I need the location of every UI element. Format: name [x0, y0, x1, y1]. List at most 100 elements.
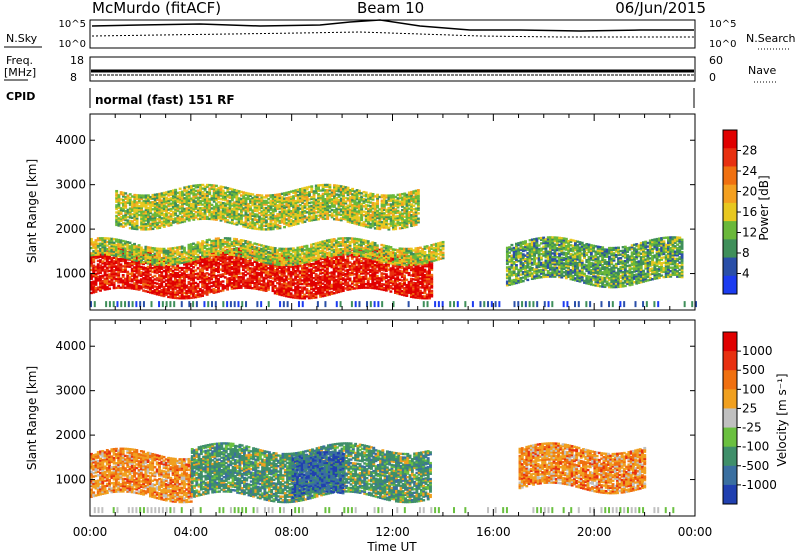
echo-cell [441, 251, 445, 254]
echo-cell [276, 258, 279, 261]
echo-cell [201, 192, 205, 196]
echo-cell [119, 210, 123, 214]
echo-cell [416, 252, 420, 255]
echo-cell [142, 196, 146, 199]
echo-cell [303, 275, 307, 279]
echo-cell [219, 259, 223, 262]
echo-cell [362, 275, 366, 279]
echo-cell [319, 251, 323, 255]
echo-cell [418, 260, 422, 264]
echo-cell [153, 257, 157, 261]
echo-cell [319, 291, 323, 295]
echo-cell [384, 262, 388, 265]
echo-cell [153, 252, 157, 255]
echo-cell [319, 255, 323, 258]
echo-cell [221, 205, 225, 208]
echo-cell [430, 256, 434, 259]
echo-cell [94, 274, 98, 277]
echo-cell [257, 252, 261, 255]
echo-cell [359, 284, 363, 288]
echo-cell [224, 207, 227, 211]
echo-cell [264, 266, 268, 269]
echo-cell [346, 237, 350, 240]
echo-cell [396, 259, 400, 262]
echo-cell [142, 285, 146, 289]
echo-cell [416, 255, 420, 259]
echo-cell [169, 283, 173, 287]
echo-cell [181, 211, 184, 215]
echo-cell [105, 257, 109, 261]
echo-cell [394, 261, 397, 264]
echo-cell [226, 240, 229, 244]
echo-cell [280, 288, 284, 291]
echo-cell [332, 252, 336, 255]
echo-cell [430, 275, 434, 278]
echo-cell [278, 280, 282, 284]
echo-cell [359, 283, 363, 286]
echo-cell [192, 246, 195, 249]
echo-cell [425, 261, 429, 264]
echo-cell [369, 253, 372, 256]
echo-cell [300, 260, 304, 263]
echo-cell [142, 250, 146, 253]
echo-cell [242, 281, 245, 284]
echo-cell [312, 296, 316, 299]
cpid-panel: CPID normal (fast) 151 RF [6, 88, 695, 108]
echo-cell [199, 183, 203, 187]
echo-cell [181, 195, 184, 199]
echo-cell [96, 266, 100, 270]
echo-cell [312, 250, 316, 253]
echo-cell [255, 262, 259, 266]
echo-cell [228, 273, 232, 276]
echo-cell [158, 226, 162, 229]
echo-cell [210, 261, 214, 265]
echo-cell [298, 262, 302, 265]
echo-cell [287, 265, 291, 268]
echo-cell [330, 249, 334, 252]
echo-cell [99, 269, 102, 273]
echo-cell [101, 281, 105, 285]
echo-cell [416, 277, 420, 280]
echo-cell [403, 251, 406, 254]
echo-cell [357, 267, 361, 270]
echo-cell [217, 274, 220, 277]
echo-cell [164, 265, 168, 268]
echo-cell [394, 259, 397, 262]
echo-cell [235, 238, 239, 241]
echo-cell [396, 274, 400, 277]
echo-cell [262, 264, 266, 267]
echo-cell [339, 254, 343, 258]
echo-cell [246, 259, 250, 263]
echo-cell [364, 241, 368, 244]
echo-cell [285, 289, 288, 292]
echo-cell [164, 251, 168, 254]
echo-cell [400, 260, 404, 263]
echo-cell [316, 243, 320, 246]
echo-cell [418, 295, 422, 298]
echo-cell [335, 262, 338, 266]
echo-cell [219, 212, 223, 215]
echo-cell [171, 269, 175, 273]
echo-cell [187, 201, 191, 204]
echo-cell [192, 191, 196, 195]
echo-cell [92, 275, 96, 278]
echo-cell [217, 197, 221, 200]
echo-cell [312, 242, 316, 246]
echo-cell [235, 196, 239, 200]
echo-cell [255, 259, 259, 262]
echo-cell [237, 281, 241, 284]
echo-cell [210, 277, 214, 281]
echo-cell [201, 267, 205, 271]
echo-cell [307, 289, 311, 293]
echo-cell [142, 248, 146, 252]
echo-cell [282, 278, 286, 281]
echo-cell [350, 269, 354, 273]
echo-cell [124, 279, 127, 282]
echo-cell [285, 253, 288, 256]
echo-cell [235, 254, 239, 257]
echo-cell [371, 283, 375, 286]
echo-cell [282, 251, 286, 254]
echo-cell [148, 257, 152, 260]
echo-cell [423, 279, 427, 282]
echo-cell [262, 253, 266, 257]
